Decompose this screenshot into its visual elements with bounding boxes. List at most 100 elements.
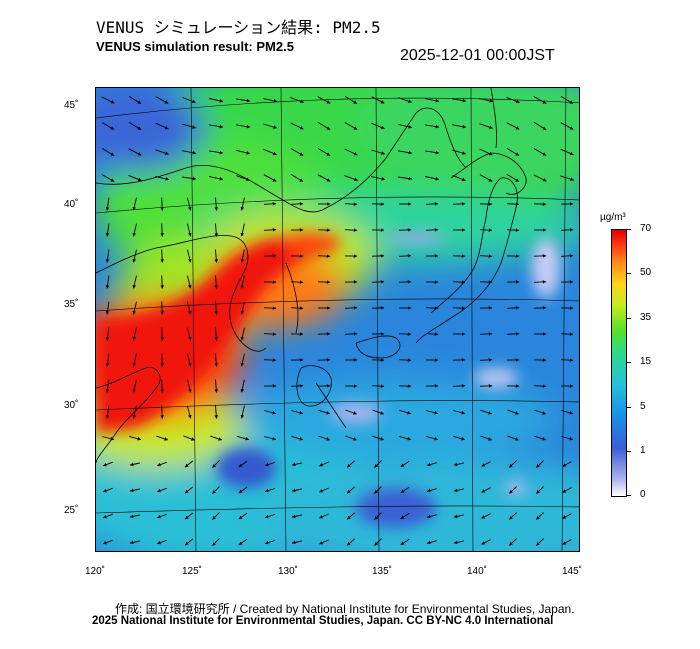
wind-arrow	[346, 460, 356, 468]
wind-arrow	[102, 461, 113, 467]
wind-arrow	[182, 123, 197, 129]
lat-tick-label: 35˚	[64, 299, 79, 310]
wind-arrow	[426, 410, 439, 415]
wind-arrow	[317, 96, 331, 104]
wind-arrow	[132, 301, 137, 315]
wind-arrow	[479, 174, 493, 182]
wind-arrow	[182, 97, 196, 104]
wind-arrow	[345, 435, 357, 441]
wind-arrow	[290, 280, 304, 284]
wind-arrow	[425, 228, 439, 232]
wind-arrow	[105, 405, 110, 419]
wind-arrow	[506, 122, 520, 130]
wind-arrow	[560, 332, 574, 336]
wind-arrow	[214, 353, 219, 367]
wind-arrow	[452, 149, 467, 155]
wind-arrow	[344, 175, 358, 181]
wind-arrow	[560, 175, 575, 181]
wind-arrow	[479, 332, 493, 336]
wind-arrow	[319, 513, 329, 519]
wind-arrow	[506, 332, 520, 336]
wind-arrow	[240, 197, 245, 211]
wind-arrow	[371, 96, 385, 104]
forecast-timestamp: 2025-12-01 00:00JST	[400, 47, 555, 64]
wind-arrow	[481, 487, 491, 493]
colorbar-tick-mark	[626, 407, 631, 408]
wind-arrow	[452, 280, 466, 284]
wind-arrow	[346, 512, 356, 520]
wind-arrow	[214, 301, 219, 315]
wind-arrow	[560, 122, 574, 130]
wind-arrow	[506, 202, 520, 206]
wind-vector-field	[101, 95, 575, 546]
wind-arrow	[372, 409, 385, 415]
wind-arrow	[156, 435, 169, 441]
wind-arrow	[160, 379, 164, 393]
wind-arrow	[560, 96, 574, 104]
wind-arrow	[533, 280, 547, 284]
wind-arrow	[561, 409, 574, 415]
wind-arrow	[264, 410, 277, 415]
wind-arrow	[263, 174, 277, 182]
wind-arrow	[186, 249, 192, 263]
wind-arrow	[132, 223, 137, 237]
wind-arrow	[240, 223, 245, 237]
wind-arrow	[346, 486, 356, 494]
wind-arrow	[263, 202, 277, 206]
wind-arrow	[186, 405, 192, 419]
wind-arrow	[264, 540, 275, 545]
wind-arrow	[291, 410, 304, 415]
wind-arrow	[481, 539, 491, 545]
wind-arrow	[186, 353, 192, 367]
wind-arrow	[290, 122, 304, 130]
wind-arrow	[371, 176, 386, 181]
colorbar-tick-label: 0	[640, 489, 646, 500]
wind-arrow	[155, 96, 169, 104]
wind-arrow	[160, 275, 164, 289]
wind-arrow	[371, 280, 385, 284]
wind-arrow	[263, 98, 278, 103]
wind-arrow	[480, 435, 493, 441]
wind-arrow	[128, 174, 142, 182]
wind-arrow	[506, 174, 520, 182]
wind-arrow	[533, 96, 547, 104]
high-concentration-plume	[96, 233, 341, 433]
wind-arrow	[533, 384, 547, 388]
wind-arrow	[129, 462, 140, 467]
wind-arrow	[398, 358, 412, 362]
wind-arrow	[214, 223, 219, 237]
wind-arrow	[240, 405, 245, 419]
colorbar-tick-mark	[626, 229, 631, 230]
wind-arrow	[264, 488, 275, 493]
wind-arrow	[426, 514, 437, 519]
wind-arrow	[560, 228, 574, 232]
wind-arrow	[374, 538, 382, 546]
wind-arrow	[240, 327, 245, 341]
wind-arrow	[212, 460, 220, 468]
wind-arrow	[536, 460, 544, 468]
wind-arrow	[105, 327, 110, 341]
colorbar-unit: µg/m³	[600, 212, 626, 223]
wind-arrow	[238, 486, 248, 494]
wind-arrow	[160, 301, 164, 315]
wind-arrow	[102, 487, 113, 493]
wind-arrow	[105, 379, 110, 393]
colorbar-tick-label: 1	[640, 445, 646, 456]
wind-arrow	[534, 435, 547, 441]
wind-arrow	[102, 513, 113, 519]
wind-arrow	[160, 405, 164, 419]
wind-arrow	[374, 460, 382, 468]
wind-arrow	[318, 409, 331, 415]
wind-arrow	[453, 462, 464, 467]
wind-arrow	[452, 98, 467, 103]
wind-arrow	[128, 96, 142, 104]
wind-arrow	[508, 538, 518, 546]
wind-arrow	[506, 96, 520, 104]
wind-arrow	[214, 405, 219, 419]
wind-arrow	[214, 275, 219, 289]
wind-arrow	[398, 176, 413, 181]
wind-arrow	[452, 174, 466, 182]
lat-tick-label: 25˚	[64, 505, 79, 516]
wind-arrow	[426, 540, 437, 545]
wind-arrow	[214, 379, 219, 393]
